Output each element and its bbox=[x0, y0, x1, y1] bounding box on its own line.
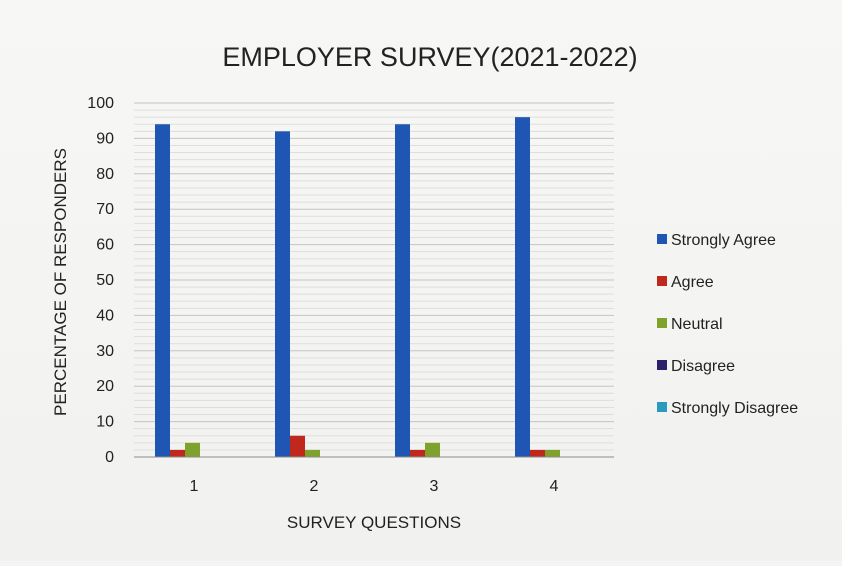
legend-label: Strongly Agree bbox=[671, 232, 776, 249]
legend-swatch bbox=[657, 360, 667, 370]
legend-label: Strongly Disagree bbox=[671, 400, 798, 417]
bar bbox=[395, 124, 410, 458]
bar bbox=[275, 131, 290, 457]
y-tick-label: 100 bbox=[87, 95, 114, 112]
x-tick-label: 2 bbox=[310, 478, 319, 495]
y-axis-label: PERCENTAGE OF RESPONDERS bbox=[51, 148, 70, 416]
x-axis-ticks: 1 2 3 4 bbox=[190, 478, 559, 495]
bar bbox=[185, 442, 200, 457]
legend-swatch bbox=[657, 402, 667, 412]
y-tick-label: 40 bbox=[96, 307, 114, 324]
bars bbox=[155, 117, 560, 458]
bar bbox=[170, 449, 185, 457]
legend-swatch bbox=[657, 318, 667, 328]
bar bbox=[155, 124, 170, 458]
bar bbox=[305, 449, 320, 457]
y-tick-label: 80 bbox=[96, 166, 114, 183]
bar bbox=[410, 449, 425, 457]
y-tick-label: 70 bbox=[96, 201, 114, 218]
x-axis-label: SURVEY QUESTIONS bbox=[287, 513, 461, 532]
y-tick-label: 20 bbox=[96, 378, 114, 395]
y-tick-label: 10 bbox=[96, 414, 114, 431]
gridlines bbox=[134, 102, 614, 458]
x-tick-label: 4 bbox=[550, 478, 559, 495]
bar bbox=[425, 442, 440, 457]
legend: Strongly Agree Agree Neutral Disagree Strong… bbox=[657, 232, 798, 417]
bar bbox=[545, 449, 560, 457]
y-axis-ticks: 0 10 20 30 40 50 60 70 80 90 100 bbox=[87, 95, 114, 466]
legend-swatch bbox=[657, 276, 667, 286]
bar bbox=[515, 117, 530, 457]
chart-title: EMPLOYER SURVEY(2021-2022) bbox=[222, 42, 637, 72]
y-tick-label: 0 bbox=[105, 449, 114, 466]
x-tick-label: 3 bbox=[430, 478, 439, 495]
y-tick-label: 50 bbox=[96, 272, 114, 289]
legend-swatch bbox=[657, 234, 667, 244]
y-tick-label: 30 bbox=[96, 343, 114, 360]
legend-label: Neutral bbox=[671, 316, 723, 333]
legend-label: Disagree bbox=[671, 358, 735, 375]
bar bbox=[530, 449, 545, 457]
legend-label: Agree bbox=[671, 274, 714, 291]
bar bbox=[290, 435, 305, 457]
y-tick-label: 60 bbox=[96, 237, 114, 254]
y-tick-label: 90 bbox=[96, 130, 114, 147]
x-tick-label: 1 bbox=[190, 478, 199, 495]
